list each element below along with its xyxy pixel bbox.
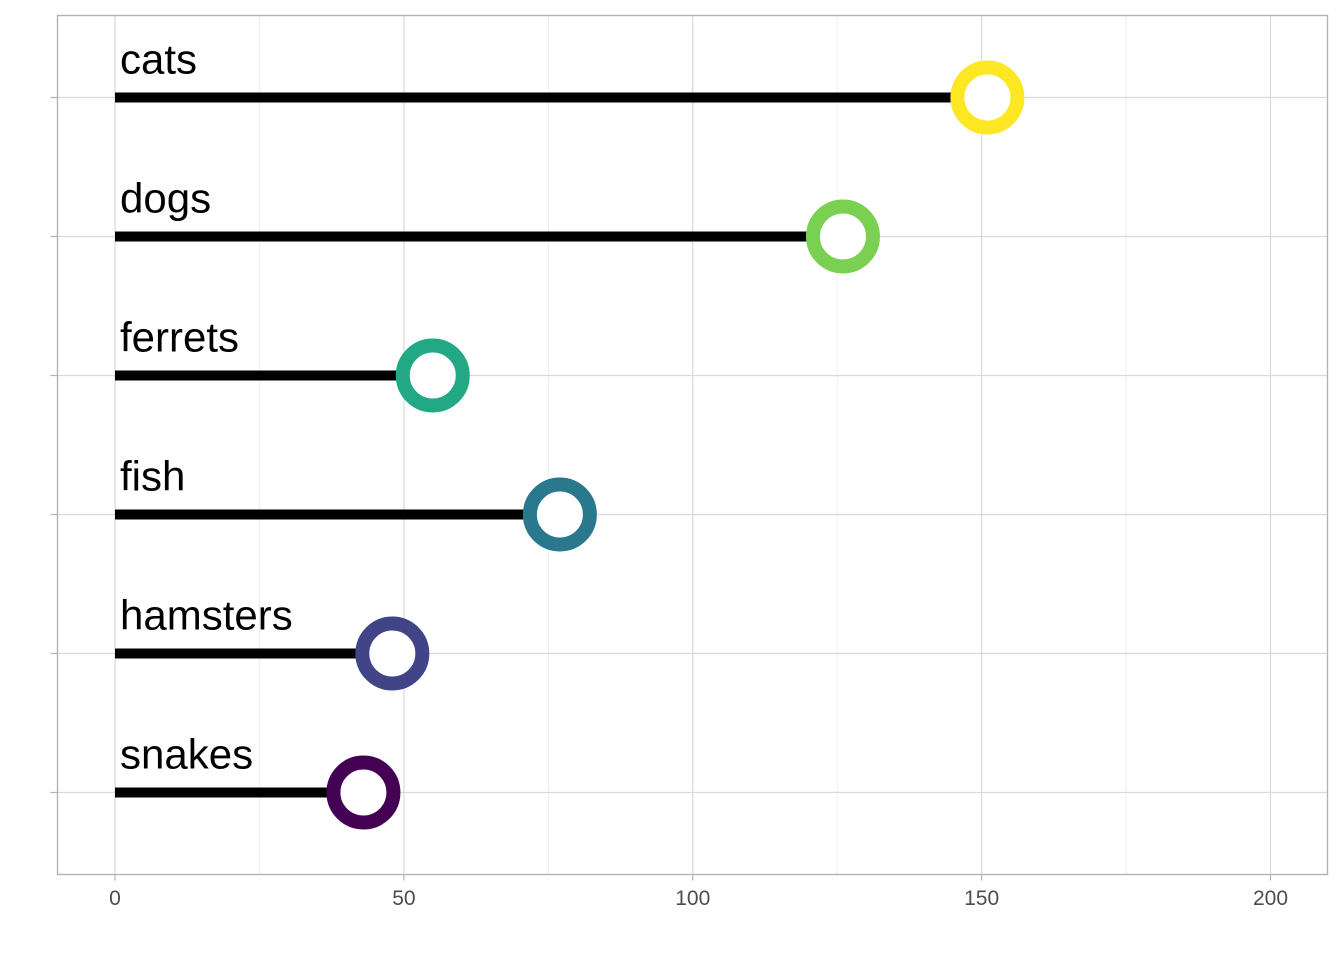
category-label-ferrets: ferrets bbox=[120, 314, 239, 361]
x-tick-label: 0 bbox=[109, 887, 121, 910]
label-layer: cats dogs ferrets fish hamsters snakes bbox=[120, 36, 293, 778]
category-label-dogs: dogs bbox=[120, 175, 211, 222]
x-tick-label: 50 bbox=[392, 887, 415, 910]
lollipop-dot-hamsters bbox=[355, 616, 430, 691]
dot-layer bbox=[326, 60, 1025, 830]
category-label-fish: fish bbox=[120, 453, 185, 500]
lollipop-dot-ferrets bbox=[395, 338, 470, 413]
category-label-snakes: snakes bbox=[120, 731, 253, 778]
x-tick-label: 150 bbox=[964, 887, 999, 910]
panel-border bbox=[56, 14, 1329, 876]
category-label-hamsters: hamsters bbox=[120, 592, 293, 639]
x-tick-label: 200 bbox=[1253, 887, 1288, 910]
lollipop-dot-fish bbox=[522, 477, 597, 552]
category-label-cats: cats bbox=[120, 36, 197, 83]
lollipop-dot-dogs bbox=[805, 199, 880, 274]
x-tick-label: 100 bbox=[675, 887, 710, 910]
tick-layer: 0 50 100 150 200 bbox=[50, 96, 1288, 910]
lollipop-dot-snakes bbox=[326, 755, 401, 830]
stem-layer bbox=[115, 92, 988, 798]
lollipop-dot-cats bbox=[950, 60, 1025, 135]
